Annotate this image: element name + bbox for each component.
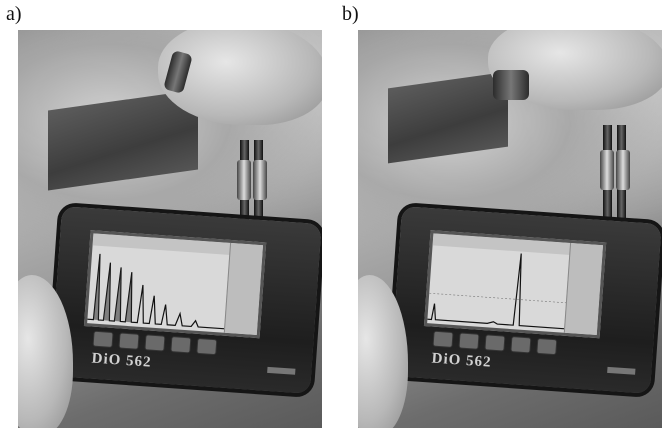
brand-mark: [607, 366, 636, 375]
function-key: [458, 332, 480, 350]
photo-panel-a: DiO 562: [18, 30, 322, 428]
readout-panel: [563, 242, 604, 336]
cable-connector: [253, 160, 267, 200]
photo-panel-b: DiO 562: [358, 30, 662, 428]
device-screen: [83, 230, 267, 339]
cable-connector: [237, 160, 251, 200]
function-key: [432, 330, 454, 348]
function-key: [170, 336, 192, 354]
device-model-label: DiO 562: [431, 350, 493, 371]
cable-connector: [600, 150, 614, 190]
function-key: [118, 332, 140, 350]
ultrasonic-probe: [493, 70, 529, 100]
function-key: [536, 337, 558, 356]
panel-label-a: a): [6, 3, 22, 25]
readout-panel: [223, 242, 264, 336]
function-key: [144, 334, 166, 352]
flaw-detector-device: DiO 562: [390, 206, 662, 394]
brand-mark: [267, 366, 296, 375]
waveform-display: [427, 233, 604, 330]
device-screen: [423, 230, 607, 339]
function-key: [484, 334, 506, 352]
panel-label-b: b): [342, 3, 359, 25]
waveform-display: [87, 233, 264, 330]
cable-connector: [616, 150, 630, 190]
device-model-label: DiO 562: [91, 350, 153, 371]
function-key: [92, 330, 114, 348]
flaw-detector-device: DiO 562: [50, 206, 322, 394]
function-key: [196, 337, 218, 356]
function-key: [510, 336, 532, 354]
